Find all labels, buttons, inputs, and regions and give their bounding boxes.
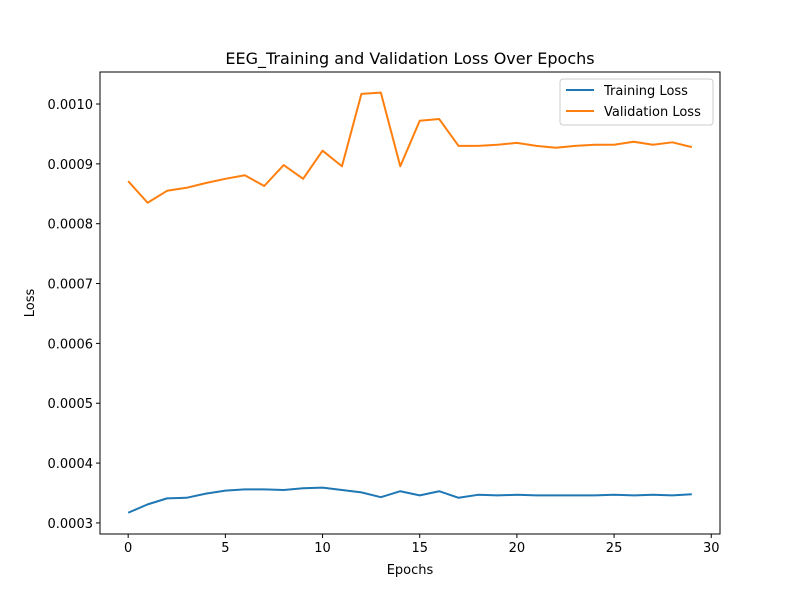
y-tick-label: 0.0006 [48, 337, 94, 352]
x-tick-label: 20 [509, 541, 526, 556]
legend-label-training: Training Loss [603, 84, 688, 99]
chart-title: EEG_Training and Validation Loss Over Ep… [225, 49, 594, 69]
x-tick-label: 10 [314, 541, 331, 556]
plot-frame [99, 71, 721, 535]
x-tick-label: 0 [124, 541, 132, 556]
y-tick-label: 0.0010 [48, 98, 94, 113]
series-line-training-loss [127, 486, 692, 514]
y-axis-label: Loss [23, 289, 38, 318]
y-tick-label: 0.0003 [48, 517, 94, 532]
y-tick-label: 0.0008 [48, 218, 94, 233]
x-tick-label: 30 [703, 541, 720, 556]
x-axis-label: Epochs [387, 563, 434, 578]
y-tick-label: 0.0009 [48, 158, 94, 173]
y-tick-label: 0.0005 [48, 397, 94, 412]
x-tick-label: 25 [606, 541, 623, 556]
y-tick-label: 0.0004 [48, 457, 94, 472]
series-line-validation-loss [127, 91, 693, 204]
legend-box [559, 78, 714, 126]
legend-label-validation: Validation Loss [604, 105, 701, 120]
legend: Training Loss Validation Loss [559, 78, 714, 126]
x-tick-label: 5 [221, 541, 229, 556]
y-tick-label: 0.0007 [48, 278, 94, 293]
x-tick-label: 15 [411, 541, 428, 556]
